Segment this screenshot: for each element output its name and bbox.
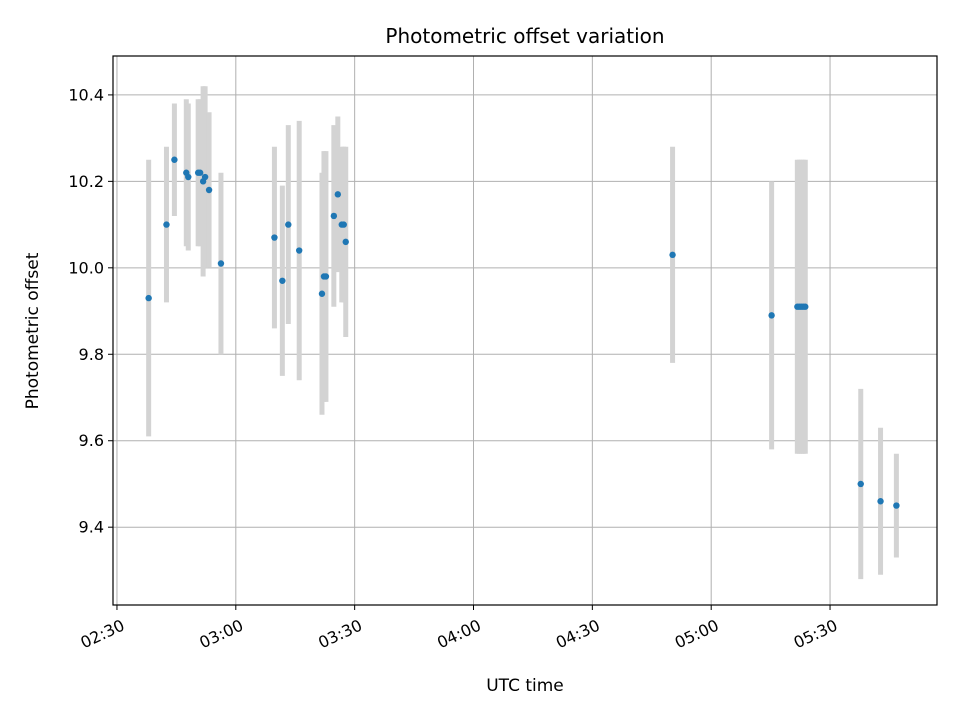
data-point [669, 251, 676, 259]
data-point [217, 260, 225, 267]
y-axis-ticks: 9.4 9.6 9.8 10.0 10.2 10.4 [68, 85, 113, 537]
plot-frame [112, 55, 938, 606]
chart-title: Photometric offset variation [385, 24, 664, 48]
data-point [145, 294, 152, 302]
data-point [322, 273, 330, 280]
data-point [334, 191, 342, 198]
data-point [196, 169, 204, 176]
y-tick-label: 9.8 [79, 345, 104, 364]
data-point [295, 247, 303, 254]
data-point [340, 221, 347, 228]
y-tick-label: 9.6 [79, 431, 104, 450]
data-point [185, 173, 192, 181]
data-point [330, 212, 338, 220]
data-point [857, 480, 864, 488]
y-tick-label: 9.4 [79, 518, 104, 537]
data-point [768, 312, 775, 319]
data-point [201, 173, 209, 181]
data-point [893, 502, 900, 509]
data-point [877, 498, 884, 505]
y-tick-label: 10.2 [68, 172, 104, 191]
data-points [145, 156, 900, 509]
data-point [163, 221, 170, 228]
data-point [205, 186, 213, 194]
data-point [802, 303, 809, 310]
data-point [271, 234, 278, 241]
data-point [318, 290, 326, 297]
data-point [279, 277, 286, 284]
y-tick-label: 10.4 [68, 85, 104, 104]
data-point [285, 221, 292, 228]
data-point [342, 238, 349, 246]
y-tick-label: 10.0 [68, 258, 104, 277]
x-axis-label: UTC time [486, 676, 564, 696]
data-point [171, 156, 178, 163]
y-axis-label: Photometric offset [23, 252, 43, 409]
